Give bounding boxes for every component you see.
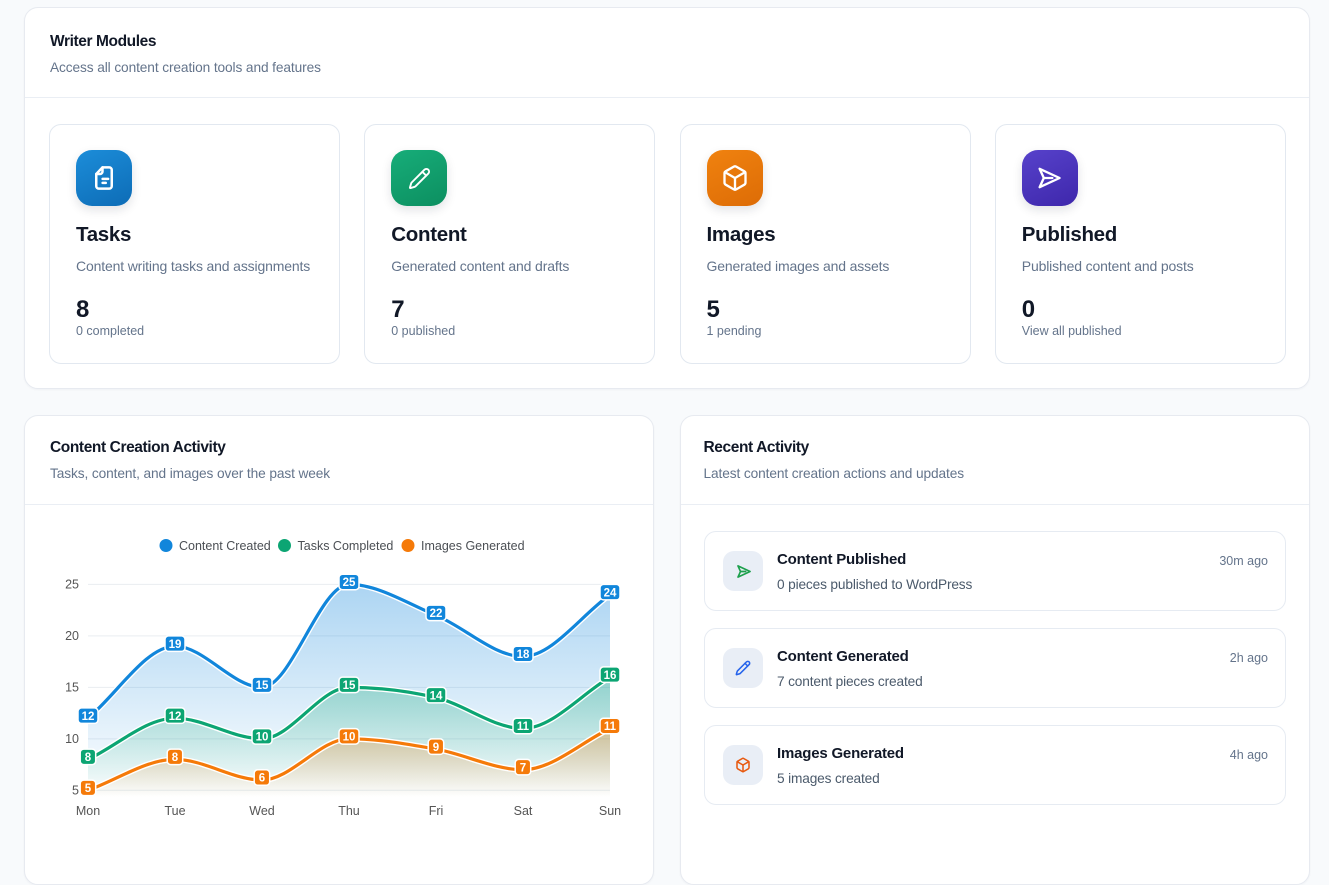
svg-text:5: 5 bbox=[72, 783, 79, 797]
svg-text:Tue: Tue bbox=[164, 804, 185, 818]
svg-text:8: 8 bbox=[172, 752, 179, 764]
svg-text:9: 9 bbox=[433, 742, 439, 754]
svg-text:11: 11 bbox=[604, 721, 617, 733]
svg-text:25: 25 bbox=[343, 577, 356, 589]
svg-text:Wed: Wed bbox=[249, 804, 275, 818]
svg-text:20: 20 bbox=[65, 629, 79, 643]
svg-text:7: 7 bbox=[520, 762, 526, 774]
svg-text:Fri: Fri bbox=[429, 804, 444, 818]
svg-text:11: 11 bbox=[517, 721, 530, 733]
svg-text:Sun: Sun bbox=[599, 804, 621, 818]
svg-text:Thu: Thu bbox=[338, 804, 360, 818]
svg-text:14: 14 bbox=[430, 690, 443, 702]
svg-text:12: 12 bbox=[82, 711, 95, 723]
svg-text:10: 10 bbox=[256, 732, 269, 744]
svg-text:15: 15 bbox=[343, 680, 356, 692]
svg-text:22: 22 bbox=[430, 608, 443, 620]
svg-text:15: 15 bbox=[256, 680, 269, 692]
svg-text:Tasks Completed: Tasks Completed bbox=[298, 539, 394, 553]
svg-text:18: 18 bbox=[517, 649, 530, 661]
svg-text:24: 24 bbox=[604, 587, 617, 599]
svg-text:19: 19 bbox=[169, 639, 182, 651]
svg-text:6: 6 bbox=[259, 773, 265, 785]
svg-text:10: 10 bbox=[343, 732, 356, 744]
svg-text:16: 16 bbox=[604, 670, 617, 682]
svg-text:15: 15 bbox=[65, 680, 79, 694]
svg-text:Mon: Mon bbox=[76, 804, 100, 818]
svg-text:25: 25 bbox=[65, 577, 79, 591]
svg-text:5: 5 bbox=[85, 783, 92, 795]
svg-text:Sat: Sat bbox=[514, 804, 533, 818]
svg-text:12: 12 bbox=[169, 711, 182, 723]
svg-text:10: 10 bbox=[65, 732, 79, 746]
svg-text:Content Created: Content Created bbox=[179, 539, 271, 553]
svg-text:8: 8 bbox=[85, 752, 92, 764]
svg-text:Images Generated: Images Generated bbox=[421, 539, 525, 553]
